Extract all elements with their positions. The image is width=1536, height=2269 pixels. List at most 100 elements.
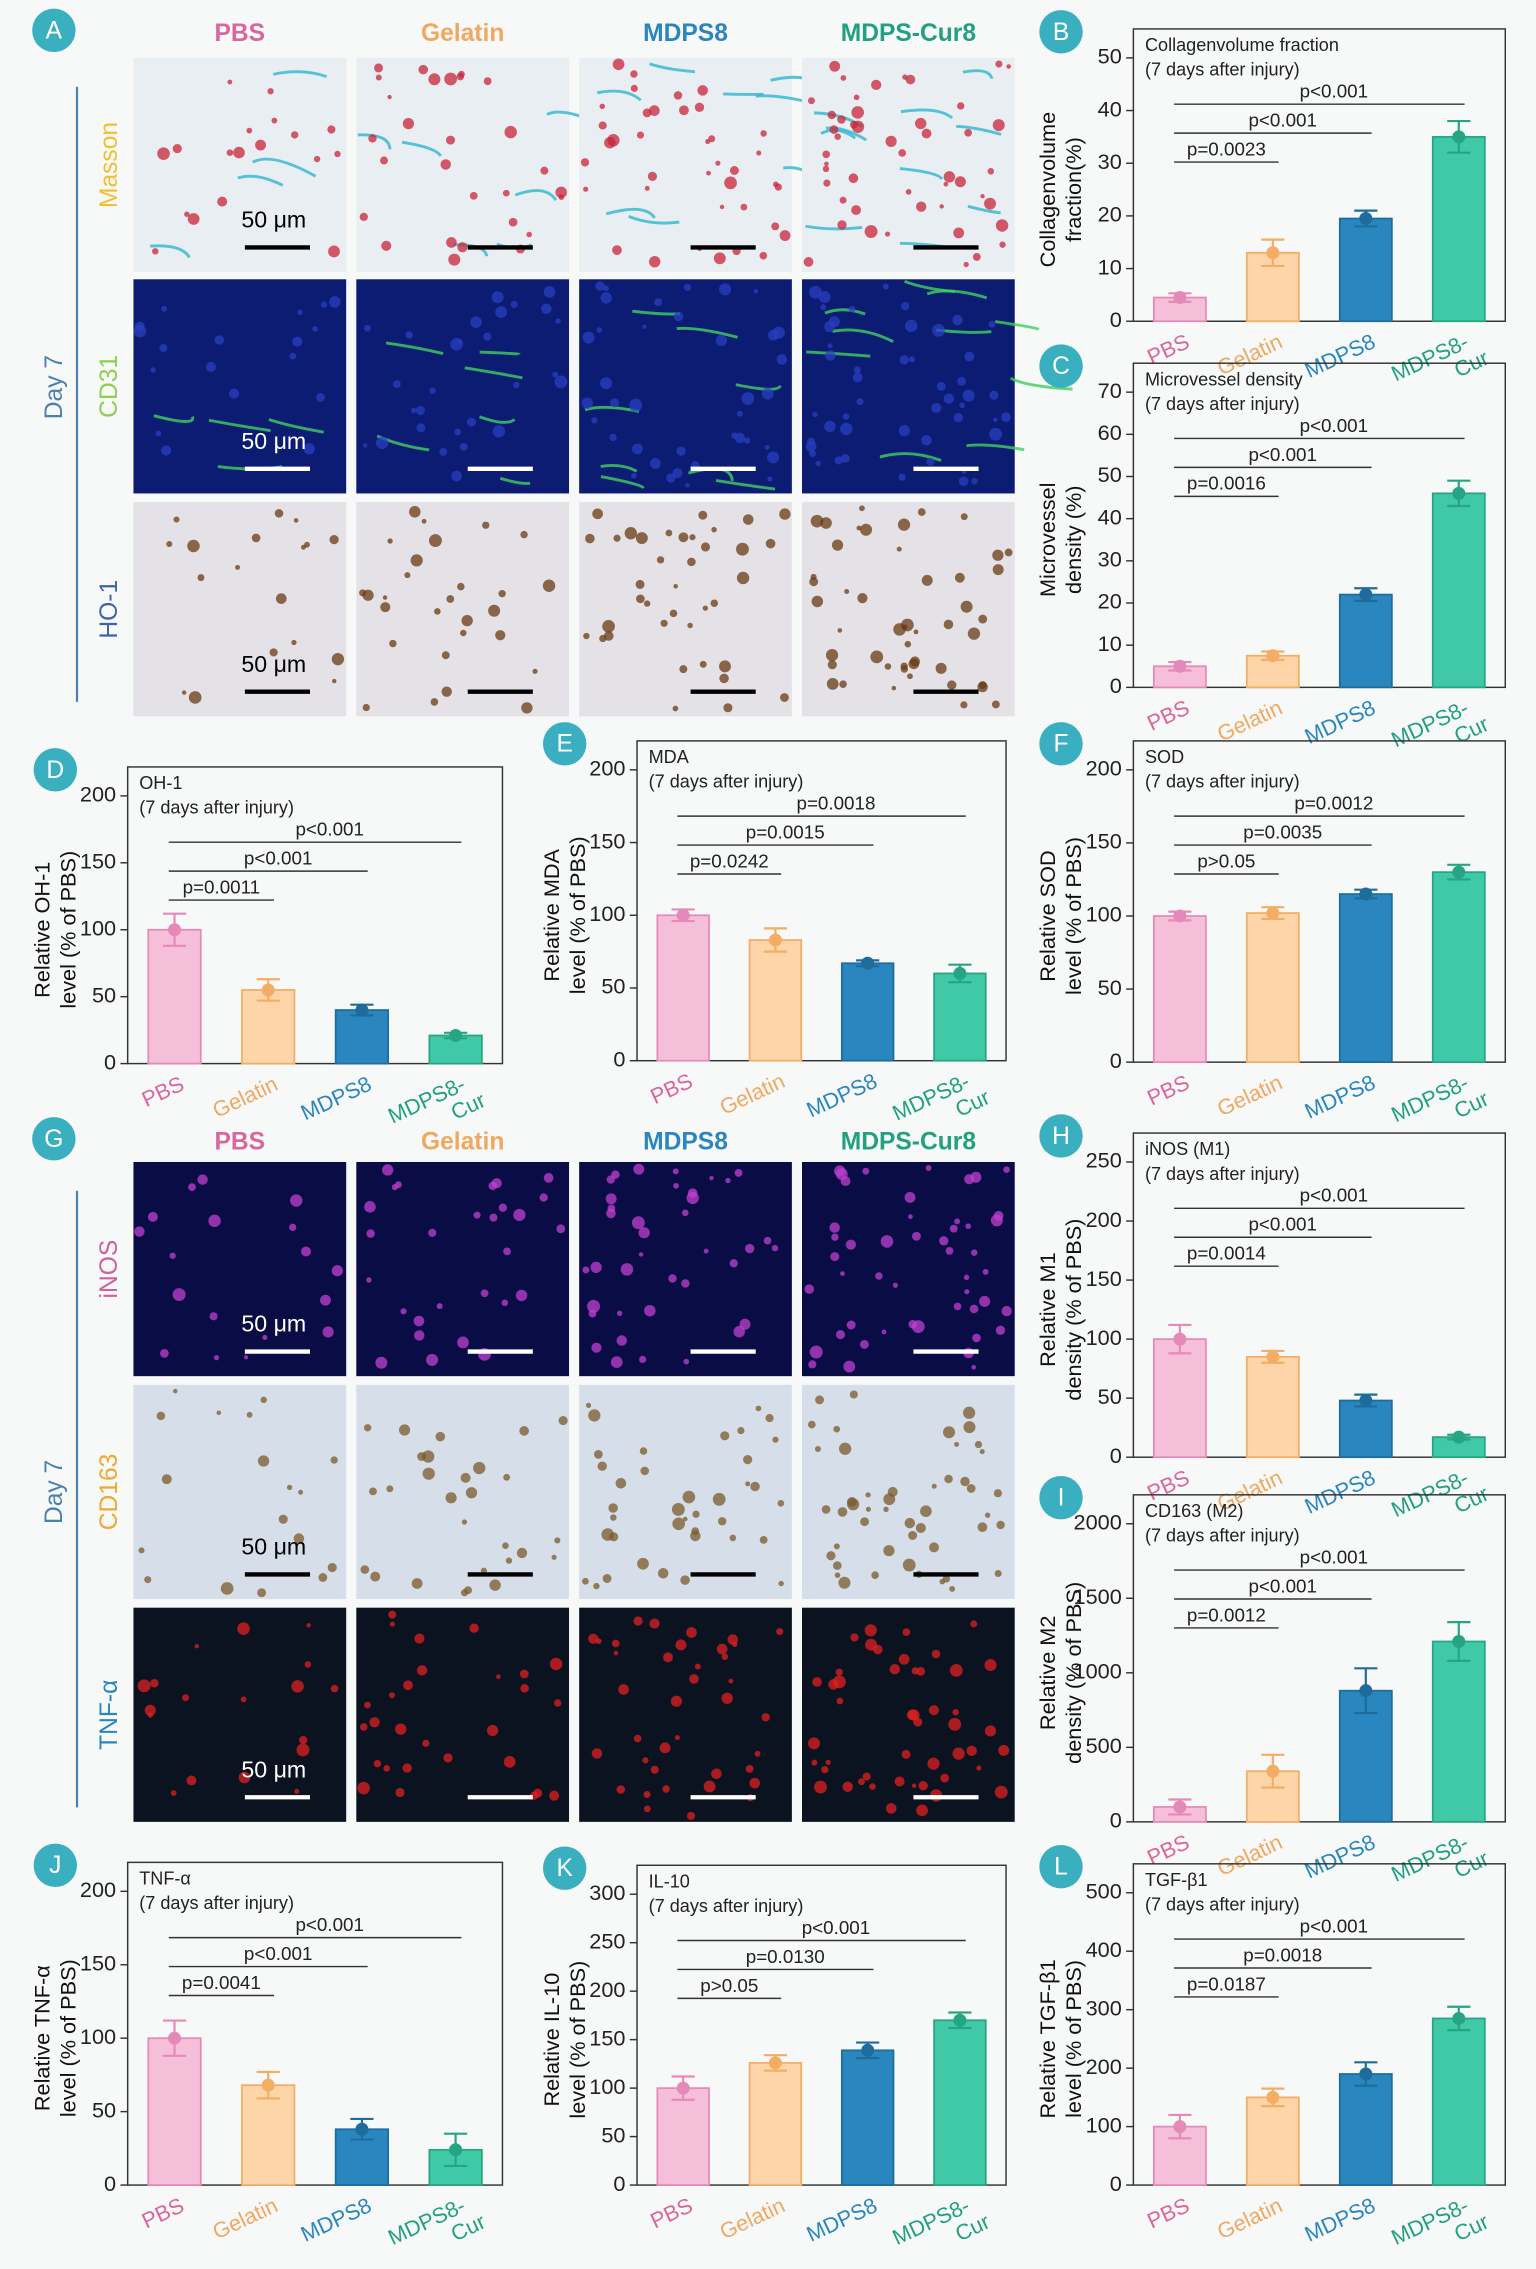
micrograph-texture — [943, 171, 956, 183]
micrograph-texture — [776, 1628, 784, 1636]
micrograph-texture — [728, 1678, 734, 1684]
micrograph-texture — [864, 1624, 877, 1637]
row-label: TNF-α — [96, 1680, 123, 1750]
micrograph-texture — [840, 453, 850, 463]
micrograph-texture — [840, 75, 847, 81]
micrograph-texture — [984, 1658, 997, 1672]
micrograph-texture — [656, 556, 665, 564]
micrograph-texture — [837, 220, 847, 230]
micrograph-texture — [473, 1461, 486, 1475]
micrograph-texture — [226, 149, 234, 156]
micrograph-texture — [694, 102, 705, 113]
micrograph-texture — [908, 356, 916, 363]
micrograph-texture — [913, 1717, 923, 1727]
micrograph-texture — [492, 425, 505, 438]
micrograph-texture — [978, 614, 988, 624]
micrograph-texture — [498, 589, 506, 598]
micrograph-texture — [776, 354, 788, 365]
y-tick-label: 10 — [1098, 631, 1122, 656]
micrograph-texture — [610, 1356, 623, 1368]
micrograph-texture — [374, 63, 384, 73]
micrograph-texture — [673, 91, 683, 100]
micrograph-texture — [274, 509, 284, 518]
micrograph-texture — [327, 1562, 337, 1573]
micrograph-texture — [827, 660, 837, 670]
micrograph-texture — [741, 392, 755, 405]
micrograph-texture — [834, 1572, 841, 1578]
micrograph-texture — [642, 324, 647, 329]
scale-label: 50 μm — [241, 1756, 306, 1782]
plot-frame — [636, 1864, 1007, 2186]
micrograph-texture — [715, 334, 728, 347]
micrograph-texture — [520, 530, 528, 539]
y-tick-label: 200 — [589, 756, 625, 781]
micrograph-texture — [334, 150, 341, 158]
micrograph-texture — [898, 425, 910, 437]
micrograph-texture — [967, 627, 981, 640]
y-tick-label: 250 — [589, 1928, 625, 1953]
y-tick-label: 150 — [1086, 1266, 1122, 1291]
significance-label: p<0.001 — [295, 819, 363, 840]
micrograph-texture — [519, 1426, 529, 1436]
micrograph-texture — [382, 1164, 394, 1176]
micrograph-texture — [460, 629, 467, 637]
micrograph-texture — [906, 1709, 918, 1721]
micrograph-texture — [992, 549, 1004, 561]
micrograph-texture — [835, 1329, 846, 1340]
micrograph-texture — [616, 1310, 623, 1316]
micrograph-texture — [810, 514, 824, 528]
micrograph-texture — [808, 285, 822, 299]
micrograph-texture — [662, 1785, 670, 1793]
micrograph-texture — [170, 1790, 177, 1796]
micrograph-texture — [446, 237, 457, 248]
panel-letter: B — [1053, 19, 1069, 46]
x-tick-label: MDPS8 — [297, 2192, 375, 2246]
micrograph-texture — [884, 663, 892, 670]
micrograph-texture — [916, 201, 927, 212]
micrograph-texture — [443, 1753, 453, 1763]
micrograph-texture — [400, 1308, 407, 1315]
micrograph-texture — [807, 97, 815, 105]
micrograph-texture — [814, 1446, 821, 1453]
micrograph-texture — [649, 457, 661, 469]
micrograph-texture — [721, 1692, 733, 1704]
chart-title: MDA — [649, 747, 690, 767]
micrograph-texture — [331, 652, 345, 666]
micrograph-texture — [388, 1692, 395, 1699]
micrograph-texture — [703, 1248, 709, 1254]
micrograph-texture — [682, 1209, 689, 1217]
column-label: Gelatin — [421, 1129, 504, 1156]
micrograph-texture — [555, 318, 561, 324]
bar-point — [1359, 588, 1373, 602]
micrograph-texture — [436, 1303, 443, 1310]
bar-point — [1173, 2120, 1187, 2134]
micrograph-texture — [744, 437, 751, 444]
y-axis-label: level (% of PBS) — [565, 836, 590, 994]
micrograph-texture — [690, 1530, 701, 1542]
bar-point — [1173, 291, 1187, 305]
chart-title: TGF-β1 — [1145, 1870, 1208, 1890]
micrograph-texture — [672, 1517, 685, 1531]
micrograph — [356, 502, 570, 717]
micrograph-texture — [901, 1749, 911, 1759]
micrograph-texture — [593, 1582, 600, 1590]
micrograph-texture — [289, 352, 297, 360]
x-tick-label: MDPS8 — [1301, 1465, 1379, 1519]
bar — [1245, 912, 1300, 1064]
bar — [1431, 1640, 1486, 1823]
micrograph-texture — [631, 1216, 645, 1230]
panel-letter: G — [44, 1126, 63, 1153]
micrograph-texture — [461, 1519, 468, 1525]
bar-point — [1266, 1764, 1280, 1778]
y-tick-label: 50 — [1098, 975, 1122, 1000]
micrograph-texture — [385, 341, 444, 355]
micrograph-texture — [729, 1259, 738, 1268]
x-tick-label: MDPS8-Cur — [1387, 324, 1492, 407]
micrograph-texture — [635, 532, 648, 545]
micrograph-texture — [188, 691, 202, 704]
micrograph-texture — [554, 1699, 562, 1707]
y-tick-label: 70 — [1098, 378, 1122, 403]
micrograph-texture — [737, 1427, 745, 1435]
micrograph-texture — [811, 1759, 818, 1766]
micrograph-texture — [504, 125, 517, 139]
